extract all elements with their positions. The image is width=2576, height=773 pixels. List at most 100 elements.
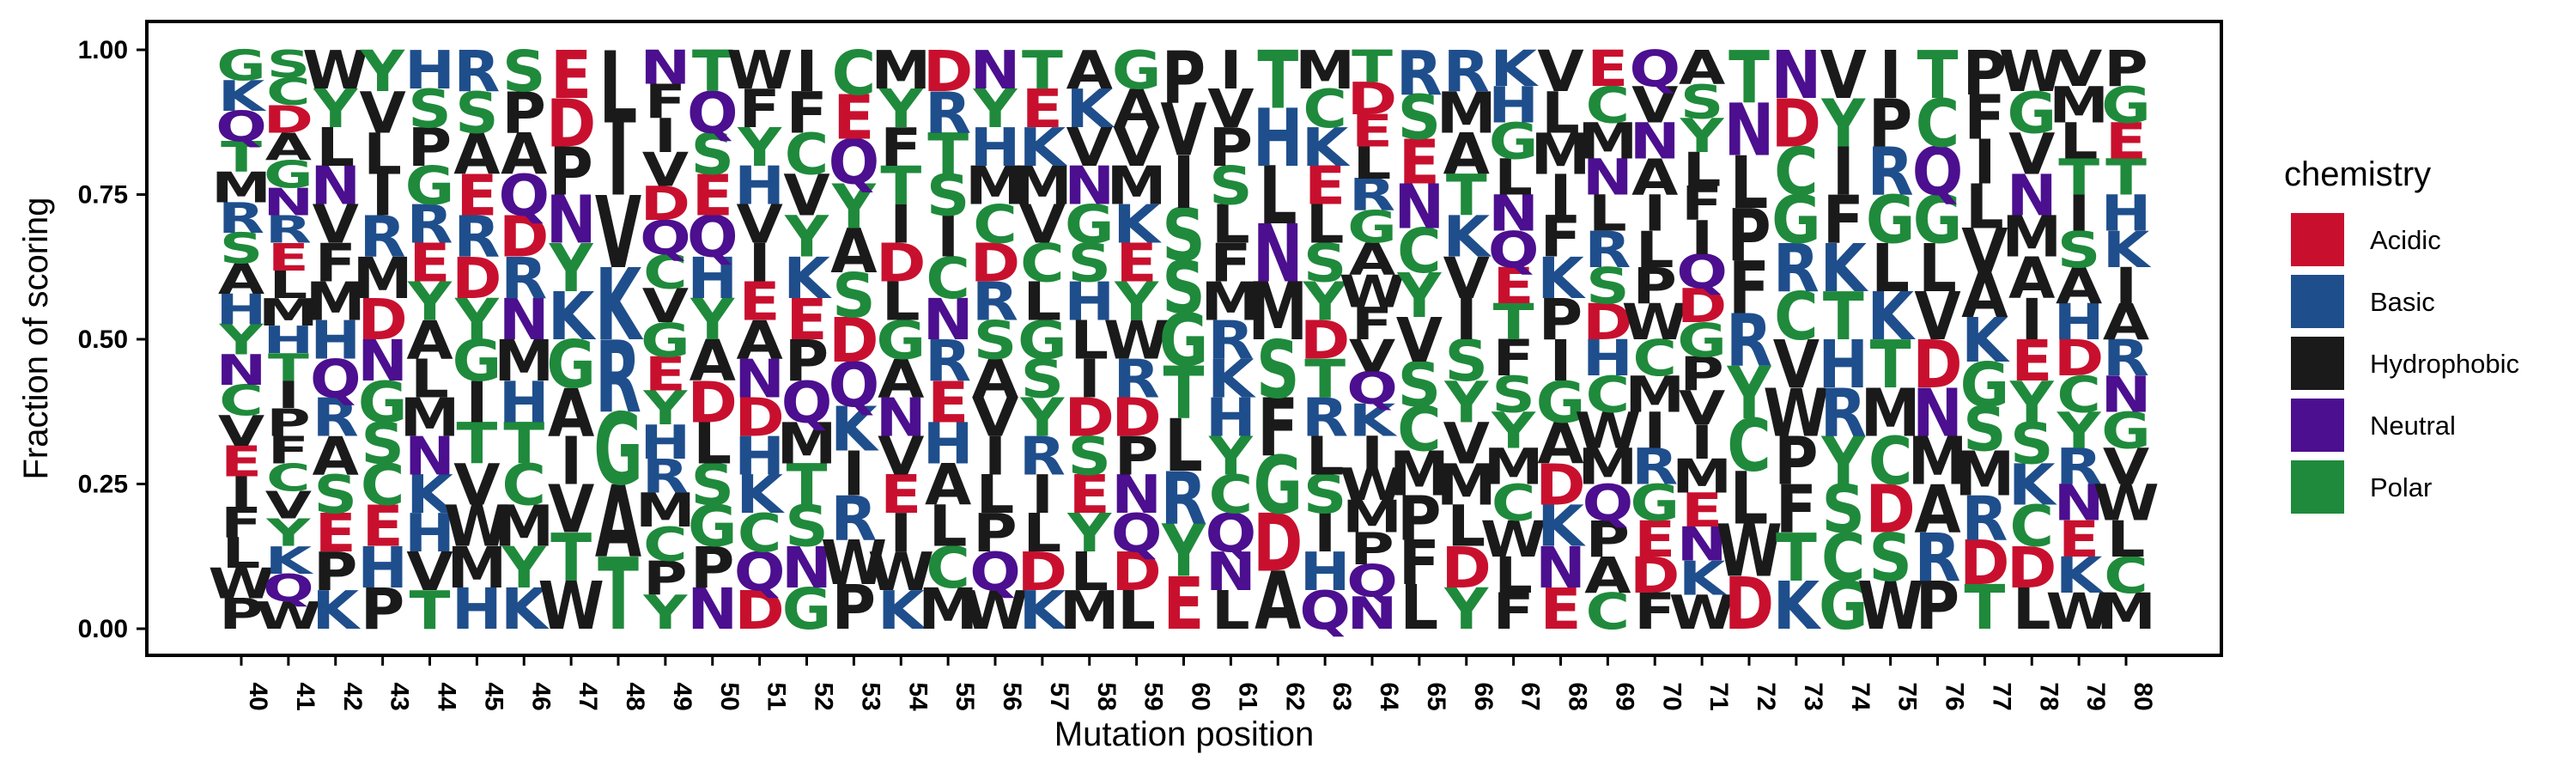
logo-letter: E	[1587, 40, 1628, 98]
logo-letter: P	[1963, 37, 2007, 109]
x-tick-label: 73	[1799, 682, 1827, 710]
logo-letter: H	[2054, 294, 2105, 351]
logo-letter: P	[313, 541, 357, 603]
logo-letter: H	[1583, 330, 1633, 387]
logo-letter: C	[1774, 134, 1818, 210]
logo-letter: V	[783, 163, 830, 229]
logo-letter: E	[456, 163, 497, 229]
logo-letter: K	[595, 247, 644, 362]
logo-letter: P	[832, 572, 876, 644]
logo-letter: V	[1160, 88, 1206, 173]
logo-letter: L	[1306, 425, 1345, 487]
logo-letter: Y	[831, 171, 877, 243]
logo-letter: C	[643, 245, 687, 299]
logo-letter: E	[1399, 126, 1440, 198]
x-tick-label: 70	[1657, 682, 1686, 710]
logo-letter: N	[781, 536, 832, 602]
logo-letter: L	[1353, 138, 1392, 189]
logo-letter: K	[1019, 117, 1068, 179]
logo-letter: D	[452, 247, 501, 313]
logo-letter: H	[1206, 386, 1256, 448]
logo-letter: S	[1680, 75, 1724, 129]
logo-letter: M	[1577, 113, 1637, 170]
logo-letter: C	[1774, 279, 1818, 356]
logo-letter: A	[1255, 557, 1302, 648]
logo-letter: M	[1012, 155, 1072, 217]
logo-letter: A	[1066, 40, 1113, 101]
logo-letter: K	[1773, 569, 1822, 645]
logo-letter: I	[1643, 186, 1666, 243]
logo-letter: T	[692, 40, 733, 106]
logo-letter: E	[1069, 464, 1110, 526]
logo-letter: L	[1447, 495, 1485, 561]
logo-letter: H	[357, 536, 408, 602]
logo-letter: E	[1022, 78, 1063, 140]
logo-letter: Y	[2057, 402, 2103, 460]
logo-letter: S	[361, 411, 404, 478]
logo-letter: H	[1064, 271, 1115, 333]
logo-letter: L	[2107, 511, 2146, 569]
logo-letter: D	[1018, 541, 1067, 603]
logo-letter: W	[538, 569, 604, 645]
x-tick-label: 77	[1987, 682, 2015, 710]
logo-letter: Y	[1303, 271, 1348, 333]
logo-letter: Q	[1111, 502, 1163, 564]
x-tick-label: 52	[810, 682, 838, 710]
logo-letter: Q	[687, 205, 738, 271]
logo-letter: T	[1257, 35, 1298, 127]
logo-letter: L	[270, 263, 308, 307]
logo-letter: W	[962, 580, 1028, 642]
logo-letter: D	[876, 233, 926, 295]
logo-letter: R	[218, 195, 264, 243]
logo-letter: P	[361, 577, 404, 643]
logo-letter: K	[1961, 305, 2010, 377]
x-tick-label: 65	[1422, 682, 1450, 710]
logo-letter: I	[465, 370, 488, 436]
logo-letter: R	[972, 271, 1018, 333]
logo-letter: M	[1107, 155, 1167, 217]
logo-letter: Q	[1629, 40, 1680, 98]
logo-letter: G	[876, 310, 926, 372]
logo-letter: E	[1116, 233, 1157, 295]
logo-letter: W	[1103, 310, 1170, 372]
logo-letter: H	[499, 370, 550, 436]
logo-letter: G	[2007, 81, 2057, 147]
logo-letter: A	[2103, 294, 2150, 351]
logo-letter: R	[925, 81, 971, 147]
logo-letter: R	[265, 208, 312, 252]
logo-letter: Y	[1161, 510, 1206, 594]
logo-letter: V	[1631, 76, 1679, 134]
logo-letter: L	[693, 411, 732, 478]
logo-letter: D	[1347, 74, 1397, 125]
logo-letter: Q	[263, 566, 314, 610]
logo-letter: D	[358, 288, 408, 354]
logo-letter: S	[691, 122, 734, 188]
logo-letter: R	[360, 205, 406, 271]
logo-letter: N	[1535, 536, 1586, 602]
logo-letter: M	[1437, 453, 1497, 519]
logo-letter: N	[687, 577, 738, 643]
logo-letter: C	[219, 377, 263, 425]
logo-letter: S	[1021, 348, 1065, 410]
logo-letter: L	[1730, 457, 1769, 541]
logo-letter: C	[1821, 520, 1865, 597]
logo-letter: A	[2056, 258, 2103, 315]
logo-letter: T	[1022, 40, 1063, 101]
logo-letter: I	[1549, 329, 1571, 395]
x-tick-label: 51	[762, 682, 791, 710]
logo-letter: I	[890, 502, 912, 564]
logo-letter: R	[1114, 348, 1160, 410]
logo-letter: L	[1400, 572, 1439, 644]
logo-letter: S	[1162, 194, 1206, 278]
logo-letter: P	[2104, 40, 2148, 98]
logo-letter: P	[1633, 258, 1677, 315]
logo-letter: S	[1303, 464, 1347, 526]
logo-letter: S	[1068, 425, 1112, 487]
logo-letter: Y	[1680, 109, 1726, 163]
logo-letter: F	[221, 499, 262, 547]
logo-letter: H	[216, 286, 267, 334]
x-tick-label: 45	[479, 682, 507, 710]
logo-letter: G	[1159, 300, 1209, 384]
logo-letter: L	[1024, 271, 1062, 333]
logo-letter: K	[1537, 247, 1586, 313]
